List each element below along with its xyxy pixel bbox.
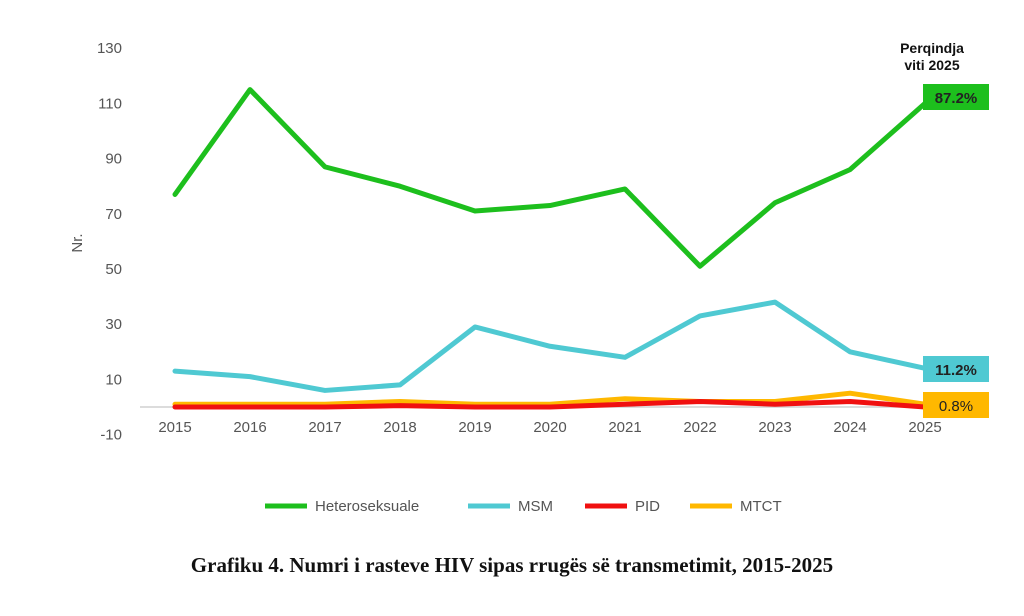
legend-item-mtct: MTCT [690,498,782,515]
svg-text:87.2%: 87.2% [935,90,978,107]
x-tick-label: 2016 [233,419,266,436]
y-tick-label: 70 [105,206,122,223]
y-tick-label: 90 [105,151,122,168]
y-tick-label: -10 [100,427,122,444]
legend-item-heteroseksuale: Heteroseksuale [265,498,419,515]
x-tick-label: 2023 [758,419,791,436]
y-tick-label: 30 [105,316,122,333]
svg-text:PID: PID [635,498,660,515]
x-tick-label: 2022 [683,419,716,436]
y-axis-label: Nr. [69,233,86,252]
x-tick-label: 2021 [608,419,641,436]
legend-item-pid: PID [585,498,660,515]
svg-text:Heteroseksuale: Heteroseksuale [315,498,419,515]
end-label-msm: 11.2% [923,356,989,382]
svg-text:11.2%: 11.2% [935,362,977,379]
x-tick-label: 2020 [533,419,566,436]
svg-text:MTCT: MTCT [740,498,782,515]
legend-item-msm: MSM [468,498,553,515]
series-line-msm [172,299,928,393]
series-line-mtct [172,390,928,407]
svg-text:MSM: MSM [518,498,553,515]
y-tick-label: 130 [97,40,122,57]
line-chart: -10 10 30 50 70 90 110 130 2015 2016 2017 2018 2019… [69,40,989,515]
x-tick-label: 2024 [833,419,866,436]
x-tick-label: 2017 [308,419,341,436]
end-label-mtct: 0.8% [923,392,989,418]
series-line-heteroseksuale [172,87,928,269]
x-tick-label: 2025 [908,419,941,436]
chart-caption: Grafiku 4. Numri i rasteve HIV sipas rru… [190,553,834,577]
annotation: Perqindja viti 2025 [900,40,964,73]
y-tick-label: 110 [98,95,122,112]
x-tick-label: 2019 [458,419,491,436]
series-line-pid [172,398,928,410]
y-tick-label: 10 [105,371,122,388]
svg-text:0.8%: 0.8% [939,398,973,415]
x-tick-label: 2018 [383,419,416,436]
x-tick-label: 2015 [158,419,191,436]
y-tick-label: 50 [105,261,122,278]
end-label-heteroseksuale: 87.2% [923,84,989,110]
